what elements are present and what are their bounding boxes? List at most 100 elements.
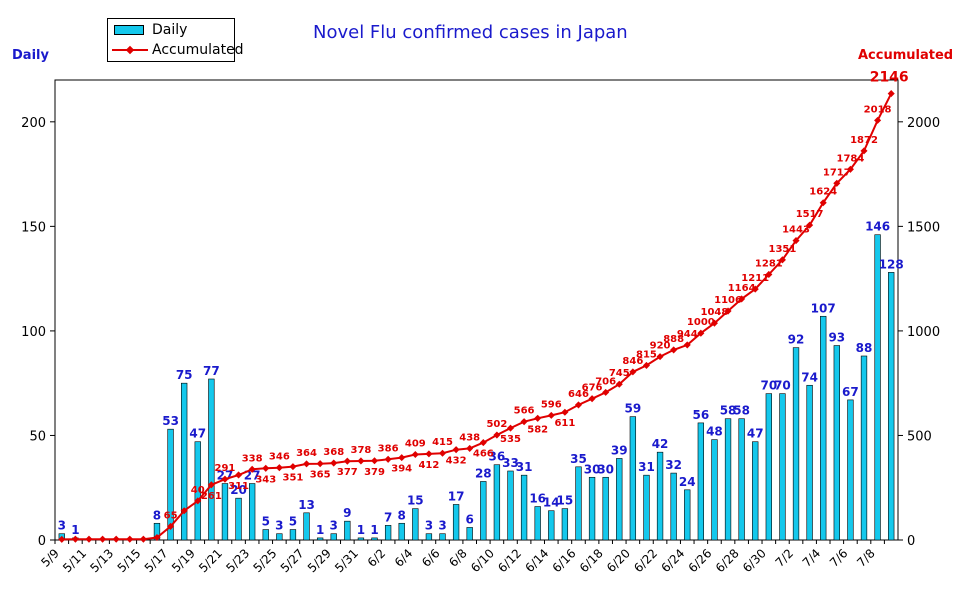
accumulated-marker — [58, 535, 66, 543]
accumulated-marker — [615, 380, 623, 388]
accumulated-marker — [479, 439, 487, 447]
daily-data-label: 77 — [203, 364, 220, 378]
daily-bar — [466, 527, 473, 541]
daily-data-label: 146 — [865, 220, 890, 234]
accumulated-marker — [534, 414, 542, 422]
accumulated-marker — [452, 446, 460, 454]
accumulated-data-label: 1872 — [850, 135, 878, 146]
accumulated-marker — [71, 535, 79, 543]
accumulated-marker — [506, 424, 515, 432]
accumulated-marker — [316, 460, 324, 468]
accumulated-marker — [574, 401, 583, 409]
legend: Daily Accumulated — [107, 18, 244, 62]
daily-bar — [575, 466, 582, 541]
daily-data-label: 32 — [665, 458, 682, 472]
daily-data-label: 13 — [298, 498, 315, 512]
daily-bar — [194, 441, 201, 541]
daily-data-label: 39 — [611, 443, 628, 457]
daily-data-label: 35 — [570, 452, 587, 466]
accumulated-marker — [602, 388, 610, 396]
accumulated-data-label: 343 — [255, 474, 276, 485]
accumulated-data-label: 1211 — [741, 273, 769, 284]
daily-data-label: 30 — [597, 462, 614, 476]
daily-data-label: 9 — [343, 506, 351, 520]
daily-bar — [656, 451, 664, 541]
daily-data-label: 8 — [153, 508, 161, 522]
accumulated-marker — [819, 199, 827, 207]
left-tick-label: 50 — [29, 429, 46, 444]
daily-data-label: 20 — [230, 483, 247, 497]
accumulated-data-label: 566 — [514, 406, 535, 417]
daily-bar — [588, 476, 596, 541]
left-axis-label: Daily — [12, 48, 49, 63]
left-tick-label: 150 — [21, 220, 46, 235]
daily-bar — [792, 347, 800, 541]
right-tick-label: 500 — [907, 429, 932, 444]
daily-data-label: 33 — [502, 456, 519, 470]
accumulated-marker — [248, 465, 256, 473]
right-tick-label: 0 — [907, 534, 915, 549]
daily-bar — [874, 234, 881, 541]
daily-bar — [616, 458, 623, 541]
accumulated-data-label: 368 — [323, 447, 344, 458]
chart-title: Novel Flu confirmed cases in Japan — [313, 22, 628, 43]
x-tick-label: 6/24 — [658, 546, 687, 575]
daily-bar — [330, 533, 337, 541]
daily-bar — [520, 474, 528, 541]
accumulated-marker — [520, 418, 528, 426]
daily-bar — [303, 512, 310, 541]
daily-bar — [820, 315, 827, 541]
daily-data-label: 88 — [856, 341, 873, 355]
accumulated-marker — [860, 147, 868, 155]
accumulated-data-label: 815 — [636, 349, 657, 360]
daily-bar — [262, 529, 269, 541]
accumulated-data-label: 1281 — [755, 258, 783, 269]
legend-item-accumulated: Accumulated — [108, 40, 244, 60]
accumulated-marker — [833, 179, 841, 187]
accumulated-data-label: 1443 — [782, 225, 810, 236]
x-tick-label: 6/16 — [550, 546, 579, 575]
accumulated-marker — [683, 341, 691, 349]
daily-bar — [371, 537, 378, 541]
daily-bar — [806, 384, 813, 541]
x-tick-label: 5/17 — [142, 546, 171, 575]
daily-bar — [181, 382, 188, 541]
daily-data-label: 31 — [516, 460, 533, 474]
accumulated-marker — [806, 221, 814, 229]
accumulated-marker — [370, 457, 379, 465]
x-tick-label: 6/28 — [713, 546, 742, 575]
accumulated-data-label: 846 — [622, 356, 643, 367]
accumulated-marker — [493, 431, 501, 439]
x-tick-label: 5/23 — [223, 546, 252, 575]
daily-bar — [208, 378, 215, 541]
daily-data-label: 128 — [879, 257, 904, 271]
x-tick-label: 5/19 — [169, 546, 198, 575]
accumulated-data-label: 412 — [418, 460, 439, 471]
accumulated-data-label: 1717 — [823, 167, 851, 178]
accumulated-marker — [656, 353, 664, 361]
accumulated-marker — [751, 285, 759, 293]
accumulated-marker — [738, 295, 746, 303]
daily-bar — [643, 474, 650, 541]
daily-bar — [724, 418, 732, 541]
daily-bar — [888, 272, 895, 541]
daily-data-label: 1 — [357, 523, 365, 537]
accumulated-marker — [235, 471, 243, 479]
accumulated-marker — [330, 459, 338, 467]
daily-bar — [752, 441, 759, 541]
accumulated-data-label: 346 — [269, 452, 290, 463]
right-axis-label: Accumulated — [858, 48, 954, 63]
daily-data-label: 47 — [189, 427, 206, 441]
x-tick-label: 6/14 — [522, 546, 551, 575]
accumulated-marker — [438, 449, 447, 457]
accumulated-marker — [357, 457, 365, 465]
legend-item-daily: Daily — [108, 20, 234, 40]
daily-data-label: 31 — [638, 460, 655, 474]
accumulated-data-label: 409 — [405, 438, 426, 449]
daily-bar — [221, 483, 229, 541]
daily-bar — [480, 481, 487, 541]
x-tick-label: 5/25 — [251, 546, 280, 575]
x-tick-label: 6/12 — [495, 546, 524, 575]
daily-data-label: 107 — [811, 301, 836, 315]
accumulated-data-label: 386 — [378, 443, 399, 454]
